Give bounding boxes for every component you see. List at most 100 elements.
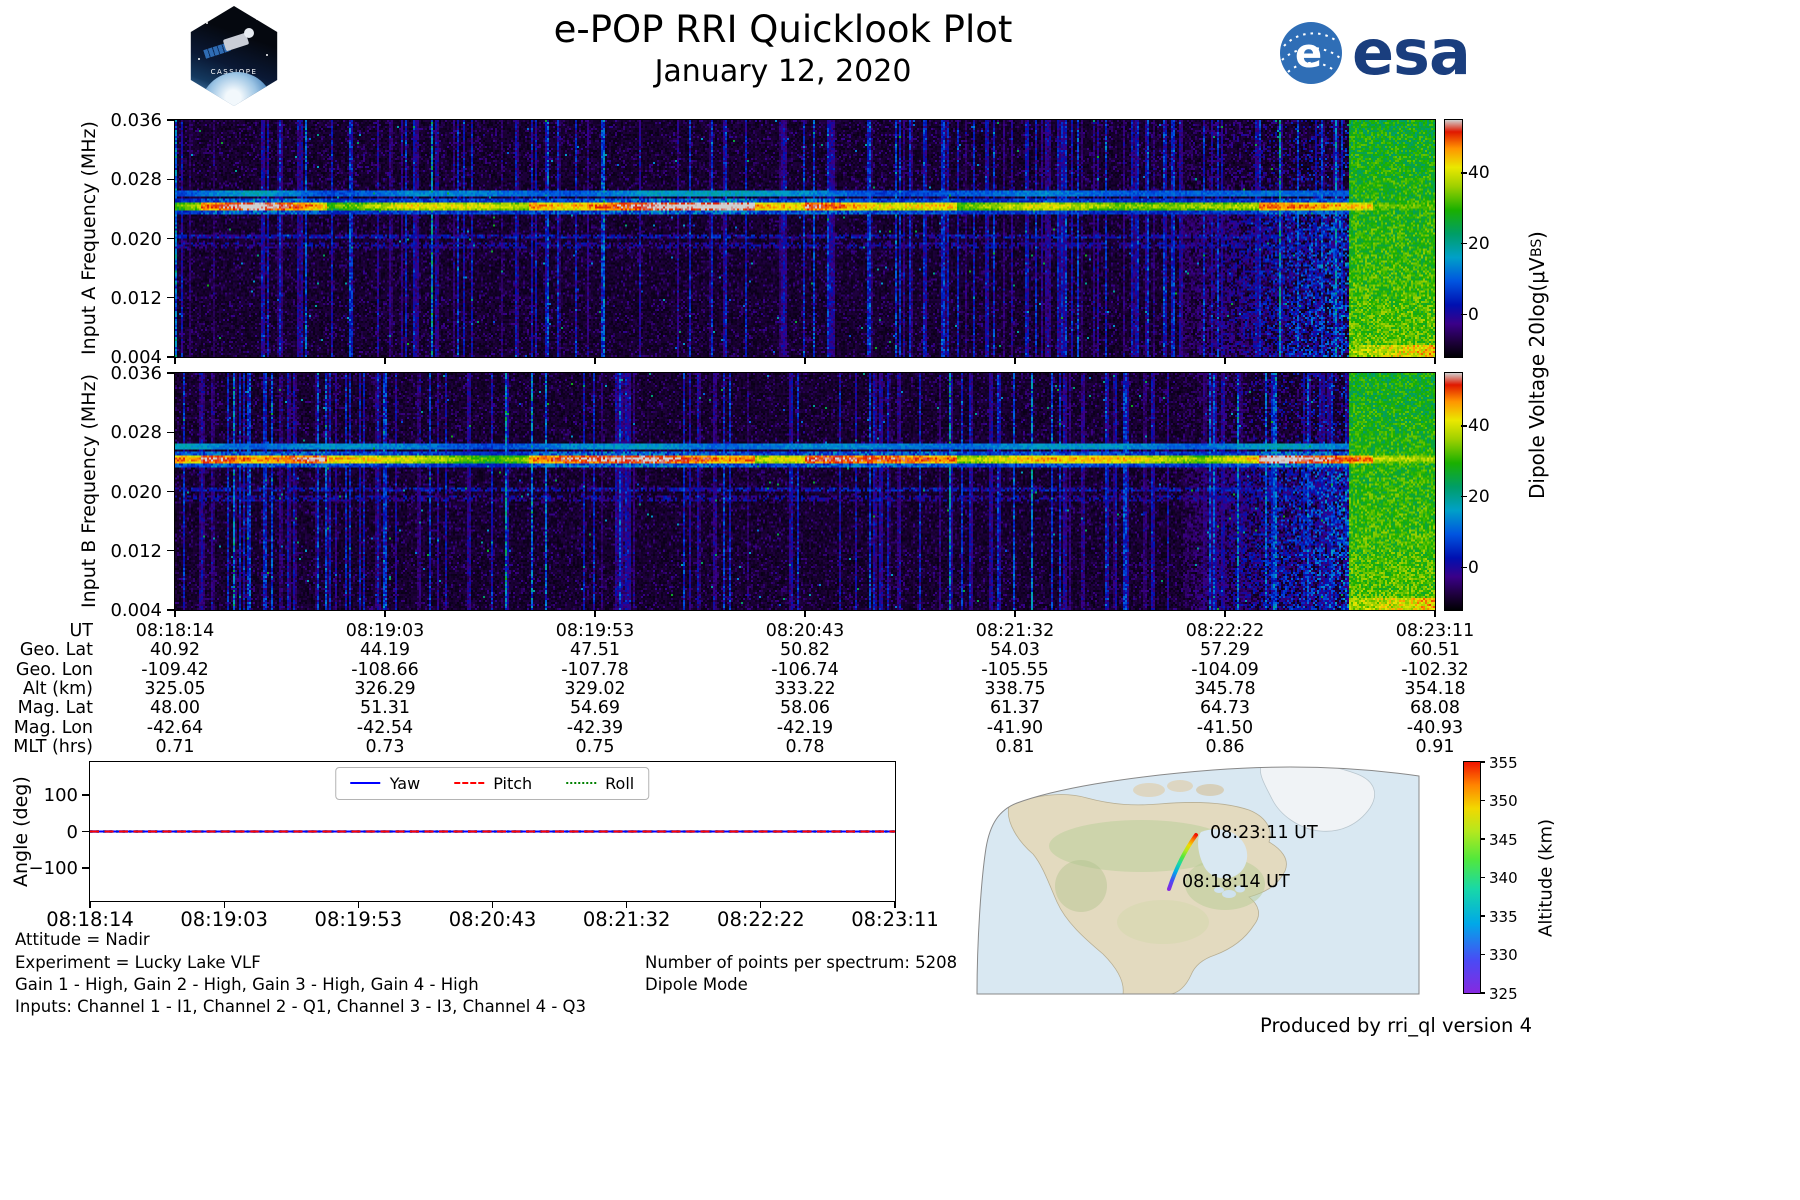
ephemeris-row-label: Alt (km) (22, 678, 93, 699)
esa-globe-icon: e (1280, 22, 1342, 84)
satellite-dish-icon (244, 28, 254, 38)
colorbar-tick-mark (1461, 172, 1467, 174)
altitude-tick-label: 350 (1489, 792, 1518, 810)
produced-by-note: Produced by rri_ql version 4 (1260, 1014, 1532, 1037)
map-east-forest (1185, 858, 1265, 910)
ground-track-map: 08:23:11 UT 08:18:14 UT (963, 762, 1431, 996)
ephemeris-cell: -104.09 (1191, 659, 1259, 680)
altitude-tick-mark (1480, 876, 1485, 879)
ephemeris-cell: 0.91 (1415, 736, 1455, 757)
legend-item-roll: Roll (566, 774, 634, 793)
time-tick-mark (1434, 357, 1436, 364)
altitude-tick-label: 355 (1489, 753, 1518, 772)
ephemeris-cell: 48.00 (149, 698, 201, 719)
angle-tick-label: 100 (43, 784, 78, 806)
map-boundary (976, 766, 1420, 995)
time-tick-label: 08:23:11 (851, 908, 939, 931)
freq-tick-label: 0.036 (110, 110, 162, 131)
time-tick-label: 08:19:03 (180, 908, 268, 931)
colorbar-tick-label: 0 (1468, 304, 1479, 325)
track-end-time-label: 08:23:11 UT (1210, 823, 1318, 843)
time-tick-mark (357, 901, 359, 908)
page-date: January 12, 2020 (654, 54, 912, 89)
ephemeris-cell: 0.78 (785, 736, 825, 757)
map-arctic-island (1196, 784, 1224, 796)
ephemeris-cell: -102.32 (1401, 659, 1469, 680)
freq-tick-mark (167, 372, 174, 374)
ephemeris-cell: 68.08 (1409, 698, 1461, 719)
time-tick-mark (594, 357, 596, 364)
ephemeris-cell: 51.31 (359, 698, 411, 719)
freq-tick-mark (167, 550, 174, 552)
ephemeris-cell: 40.92 (149, 640, 201, 661)
angle-plot-frame: Yaw Pitch Roll (88, 760, 897, 903)
ephemeris-cell: -105.55 (981, 659, 1049, 680)
star-icon (266, 54, 268, 56)
ephemeris-cell: -41.90 (986, 717, 1044, 738)
star-icon (206, 22, 208, 24)
time-tick-label: 08:22:22 (717, 908, 805, 931)
ephemeris-row-label: UT (69, 621, 94, 641)
time-tick-label: 08:19:53 (314, 908, 403, 931)
time-tick-mark (1014, 357, 1016, 364)
altitude-tick-mark (1480, 992, 1485, 994)
freq-tick-mark (167, 237, 174, 240)
ephemeris-cell: 58.06 (779, 698, 831, 719)
ephemeris-cell: 08:19:03 (345, 621, 425, 641)
altitude-tick-mark (1480, 953, 1485, 956)
ephemeris-row-label: Mag. Lon (13, 717, 93, 738)
colorbar-tick-label: 20 (1468, 233, 1490, 254)
ephemeris-cell: 329.02 (564, 678, 626, 699)
map-arctic-island (1167, 780, 1193, 792)
time-tick-label: 08:21:32 (582, 908, 671, 931)
svg-text:e: e (1295, 31, 1322, 77)
freq-tick-mark (167, 356, 174, 358)
ephemeris-cell: 54.69 (569, 698, 621, 719)
pitch-line-sample (454, 782, 485, 785)
map-boreal-band (1049, 820, 1233, 872)
ephemeris-cell: 08:22:22 (1185, 621, 1265, 641)
ephemeris-cell: 0.86 (1205, 736, 1245, 757)
page-title: e-POP RRI Quicklook Plot (553, 8, 1013, 51)
ephemeris-cell: 44.19 (359, 640, 411, 661)
ephemeris-cell: 60.51 (1409, 640, 1461, 661)
time-tick-mark (1014, 610, 1016, 617)
time-tick-label: 08:20:43 (448, 908, 537, 931)
angle-tick-label: −100 (28, 858, 78, 880)
ephemeris-cell: 325.05 (144, 678, 206, 699)
freq-tick-label: 0.028 (110, 169, 162, 191)
map-hudson-bay (1198, 829, 1248, 879)
time-tick-mark (174, 610, 176, 617)
map-svg (976, 766, 1420, 995)
colorbar-tick-mark (1461, 425, 1467, 427)
map-great-lakes (1214, 887, 1224, 893)
time-tick-mark (894, 901, 896, 908)
ephemeris-cell: 08:23:11 (1395, 621, 1475, 641)
time-tick-mark (594, 610, 596, 617)
points-note: Number of points per spectrum: 5208 (645, 953, 958, 972)
inputs-note: Inputs: Channel 1 - I1, Channel 2 - Q1, … (15, 997, 586, 1016)
input-b-spectrogram-canvas (174, 372, 1436, 611)
angle-legend: Yaw Pitch Roll (335, 766, 650, 800)
map-arctic-island (1133, 783, 1165, 797)
input-a-plot-frame (173, 118, 1437, 359)
colorbar-tick-label: 20 (1468, 486, 1490, 507)
angle-tick-mark (82, 867, 89, 869)
freq-tick-mark (167, 490, 174, 493)
altitude-tick-mark (1480, 799, 1485, 802)
ephemeris-cell: -106.74 (771, 659, 839, 680)
angle-tick-mark (82, 830, 89, 833)
time-tick-mark (223, 901, 225, 908)
ephemeris-cell: 08:19:53 (555, 621, 635, 641)
ephemeris-cell: -40.93 (1406, 717, 1464, 738)
angle-tick-mark (82, 794, 89, 796)
time-tick-mark (1434, 610, 1436, 617)
altitude-tick-label: 345 (1489, 830, 1518, 849)
track-start-time-label: 08:18:14 UT (1182, 872, 1290, 892)
attitude-note: Attitude = Nadir (15, 930, 150, 949)
ephemeris-cell: 0.75 (575, 736, 615, 757)
ephemeris-cell: 54.03 (989, 640, 1041, 661)
ephemeris-cell: 57.29 (1199, 640, 1251, 661)
ephemeris-cell: 326.29 (354, 678, 416, 699)
altitude-tick-mark (1480, 761, 1485, 763)
